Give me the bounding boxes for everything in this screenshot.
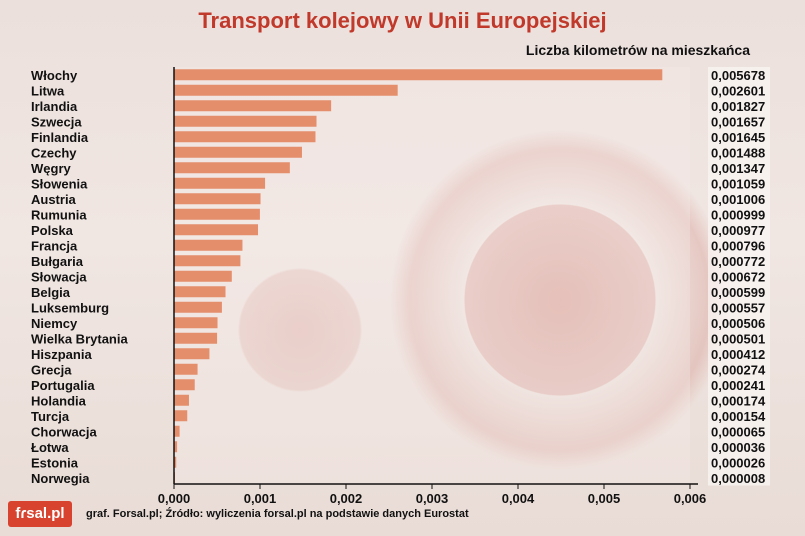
value-label: 0,000772 [711,254,765,269]
bar [174,441,178,453]
x-tick-label: 0,006 [674,491,707,506]
bar [174,410,188,422]
value-label: 0,000026 [711,455,765,470]
value-label: 0,000557 [711,300,765,315]
bar [174,239,243,251]
plot-area [174,67,690,484]
bar [174,255,241,267]
value-label: 0,000241 [711,378,765,393]
value-label: 0,000274 [711,362,766,377]
value-label: 0,005678 [711,68,765,83]
x-tick-label: 0,005 [588,491,621,506]
bar [174,425,180,437]
bar [174,456,177,468]
value-label: 0,000796 [711,238,765,253]
bar [174,193,261,205]
category-label: Portugalia [31,378,95,393]
value-label-column [708,67,770,486]
value-label: 0,000412 [711,347,765,362]
bar [174,69,663,81]
bar [174,348,210,360]
value-label: 0,000999 [711,207,765,222]
bar [174,286,226,298]
bar [174,317,218,329]
x-tick-label: 0,003 [416,491,449,506]
category-label: Czechy [31,145,77,160]
value-label: 0,001059 [711,176,765,191]
bar [174,379,195,391]
category-label: Litwa [31,83,65,98]
category-label: Słowenia [31,176,88,191]
value-label: 0,000154 [711,409,766,424]
bar [174,270,232,282]
bar [174,115,317,127]
category-label: Włochy [31,68,78,83]
value-label: 0,001488 [711,145,765,160]
category-label: Norwegia [31,471,90,486]
category-label: Łotwa [31,440,69,455]
category-label: Słowacja [31,269,87,284]
value-label: 0,000977 [711,223,765,238]
bar [174,131,316,143]
category-label: Niemcy [31,316,78,331]
x-tick-label: 0,001 [244,491,277,506]
category-label: Węgry [31,161,72,176]
category-label: Belgia [31,285,71,300]
category-label: Luksemburg [31,300,109,315]
bar [174,146,302,158]
category-label: Szwecja [31,114,82,129]
bar [174,84,398,96]
category-label: Hiszpania [31,347,92,362]
forsal-logo[interactable]: fɾsal.pl [8,501,72,527]
category-label: Holandia [31,393,87,408]
bar [174,162,290,174]
bar [174,177,266,189]
bar [174,363,198,375]
source-note: graf. Forsal.pl; Źródło: wyliczenia fors… [86,508,469,520]
value-label: 0,000501 [711,331,765,346]
category-label: Bułgaria [31,254,84,269]
value-label: 0,000065 [711,424,765,439]
value-label: 0,000506 [711,316,765,331]
category-label: Grecja [31,362,72,377]
bar [174,224,259,236]
bar [174,100,332,112]
value-label: 0,001645 [711,130,765,145]
value-label: 0,001006 [711,192,765,207]
value-label: 0,000672 [711,269,765,284]
category-label: Finlandia [31,130,89,145]
category-label: Chorwacja [31,424,98,439]
x-tick-label: 0,000 [158,491,191,506]
bar [174,301,222,313]
value-label: 0,000174 [711,393,766,408]
value-label: 0,002601 [711,83,765,98]
category-label: Austria [31,192,77,207]
bar [174,394,189,406]
value-label: 0,000599 [711,285,765,300]
value-label: 0,001347 [711,161,765,176]
value-label: 0,001657 [711,114,765,129]
category-label: Irlandia [31,99,78,114]
value-label: 0,000036 [711,440,765,455]
x-tick-label: 0,004 [502,491,535,506]
bar [174,332,218,344]
chart-subtitle: Liczba kilometrów na mieszkańca [525,42,750,58]
category-label: Francja [31,238,78,253]
category-label: Estonia [31,455,79,470]
category-label: Polska [31,223,74,238]
chart-title: Transport kolejowy w Unii Europejskiej [198,8,607,33]
value-label: 0,000008 [711,471,765,486]
x-tick-label: 0,002 [330,491,363,506]
value-label: 0,001827 [711,99,765,114]
category-label: Wielka Brytania [31,331,128,346]
category-label: Rumunia [31,207,87,222]
bar [174,208,260,220]
category-label: Turcja [31,409,70,424]
